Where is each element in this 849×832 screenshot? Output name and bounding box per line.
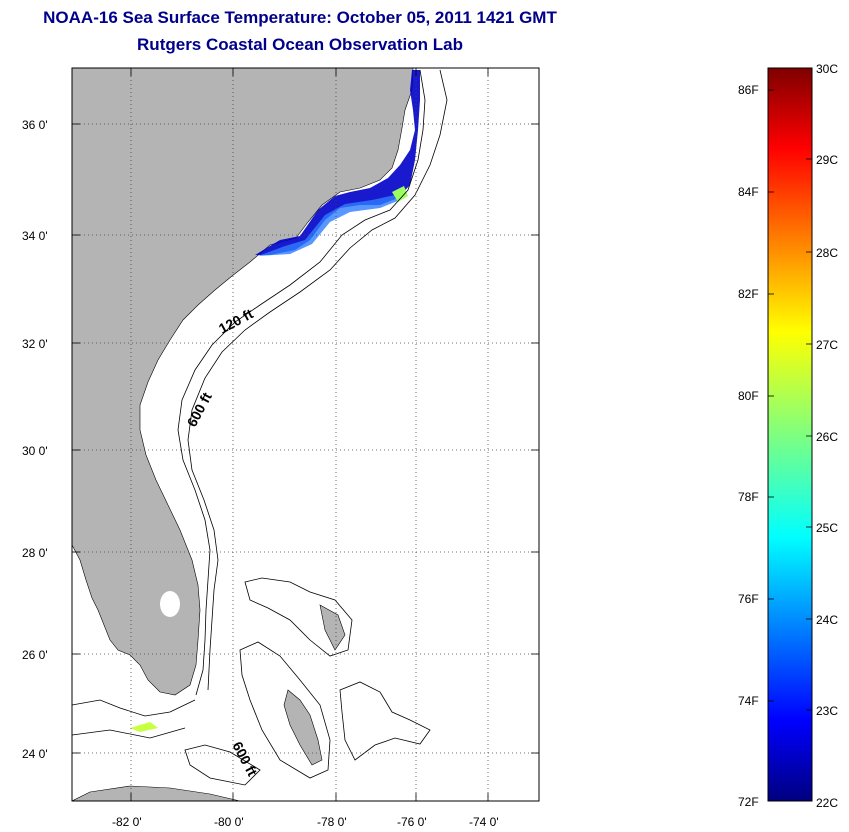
cb-f-76: 76F xyxy=(738,592,759,606)
lat-label-26: 26 0' xyxy=(22,648,48,662)
lat-label-36: 36 0' xyxy=(22,118,48,132)
cb-c-22: 22C xyxy=(816,796,838,810)
contour-600ft xyxy=(187,69,448,691)
map-border xyxy=(71,67,540,802)
cb-f-84: 84F xyxy=(738,185,759,199)
map-subtitle: Rutgers Coastal Ocean Observation Lab xyxy=(137,35,463,54)
cool-water-band xyxy=(258,190,405,256)
us-east-coast-land xyxy=(72,68,414,696)
lon-label-74: -74 0' xyxy=(469,815,499,829)
cb-f-80: 80F xyxy=(738,389,759,403)
colorbar xyxy=(767,67,813,802)
lake-okeechobee xyxy=(160,591,180,617)
colorbar-f-labels: 86F 84F 82F 80F 78F 76F 74F 72F xyxy=(738,83,759,809)
axis-ticks xyxy=(72,68,539,801)
cuba-land xyxy=(72,785,241,801)
cb-f-78: 78F xyxy=(738,490,759,504)
keys-contour xyxy=(72,699,261,786)
cb-c-28: 28C xyxy=(816,246,838,260)
lat-label-32: 32 0' xyxy=(22,337,48,351)
colorbar-c-labels: 30C 29C 28C 27C 26C 25C 24C 23C 22C xyxy=(816,62,838,810)
warm-water-patch xyxy=(392,186,408,202)
cb-c-30: 30C xyxy=(816,62,838,76)
florida-keys-warm-patch xyxy=(130,722,158,732)
cb-c-23: 23C xyxy=(816,704,838,718)
lat-label-34: 34 0' xyxy=(22,229,48,243)
cb-c-29: 29C xyxy=(816,153,838,167)
bahamas-bank-contour xyxy=(239,577,431,779)
cb-f-82: 82F xyxy=(738,287,759,301)
contour-120ft xyxy=(177,69,426,696)
cb-c-25: 25C xyxy=(816,521,838,535)
lon-label-76: -76 0' xyxy=(397,815,427,829)
cb-c-26: 26C xyxy=(816,430,838,444)
lat-label-24: 24 0' xyxy=(22,747,48,761)
lon-label-82: -82 0' xyxy=(112,815,142,829)
lat-label-30: 30 0' xyxy=(22,444,48,458)
colorbar-ticks xyxy=(768,89,812,711)
cb-f-72: 72F xyxy=(738,795,759,809)
lat-label-28: 28 0' xyxy=(22,546,48,560)
cb-c-24: 24C xyxy=(816,613,838,627)
lon-label-80: -80 0' xyxy=(214,815,244,829)
lon-label-78: -78 0' xyxy=(317,815,347,829)
cb-f-74: 74F xyxy=(738,694,759,708)
cb-c-27: 27C xyxy=(816,338,838,352)
bahamas-land xyxy=(283,604,346,766)
cb-f-86: 86F xyxy=(738,83,759,97)
map-title: NOAA-16 Sea Surface Temperature: October… xyxy=(43,8,557,27)
